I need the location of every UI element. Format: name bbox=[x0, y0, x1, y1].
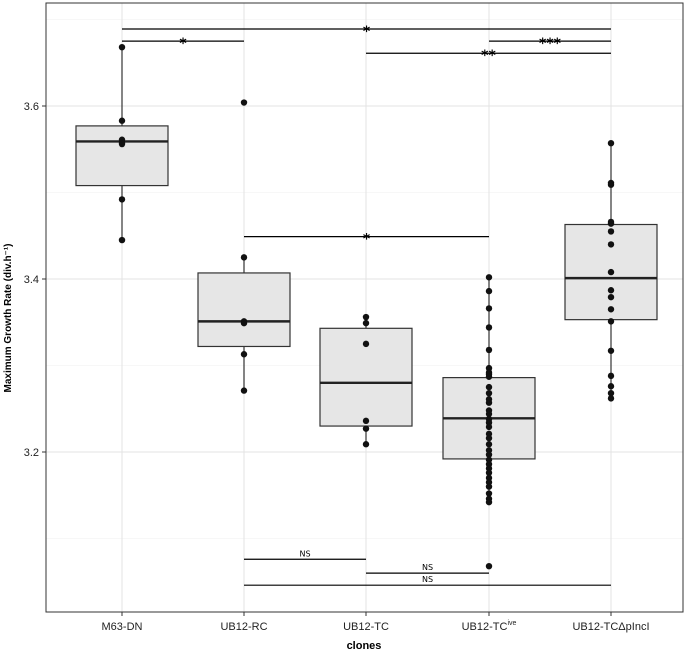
data-point bbox=[607, 372, 615, 380]
data-point bbox=[362, 425, 370, 432]
data-point bbox=[118, 196, 126, 203]
significance-bracket: * bbox=[122, 36, 244, 52]
y-tick-label: 3.6 bbox=[24, 101, 39, 113]
x-tick-label: UB12-TCive bbox=[462, 620, 517, 633]
data-point bbox=[118, 140, 126, 148]
data-point bbox=[485, 383, 493, 391]
data-point bbox=[362, 340, 370, 348]
data-point bbox=[607, 293, 615, 301]
data-point bbox=[118, 236, 126, 244]
data-point bbox=[485, 287, 493, 295]
data-point bbox=[118, 117, 126, 124]
data-point bbox=[485, 469, 493, 476]
data-point bbox=[607, 241, 615, 248]
x-tick-label: UB12-RC bbox=[220, 621, 267, 633]
data-point bbox=[485, 490, 493, 497]
data-point bbox=[362, 441, 370, 448]
significance-label: * bbox=[363, 24, 371, 40]
significance-bracket: NS bbox=[244, 575, 611, 586]
data-point bbox=[362, 313, 370, 321]
data-point bbox=[607, 395, 615, 402]
data-point bbox=[485, 346, 493, 354]
data-points bbox=[118, 43, 615, 570]
x-axis-title: clones bbox=[347, 640, 382, 650]
significance-label: NS bbox=[422, 575, 433, 584]
data-point bbox=[485, 399, 493, 406]
data-point bbox=[240, 254, 248, 261]
data-point bbox=[485, 434, 493, 442]
interquartile-box bbox=[197, 272, 291, 348]
data-point bbox=[485, 562, 493, 570]
x-tick-label: UB12-TCΔpIncI bbox=[572, 621, 649, 633]
data-point bbox=[607, 287, 615, 294]
x-tick-label: M63-DN bbox=[102, 621, 143, 633]
x-tick-label: UB12-TC bbox=[343, 621, 389, 633]
data-point bbox=[485, 410, 493, 418]
interquartile-box bbox=[75, 125, 169, 187]
axes: 3.2 3.4 3.6 M63-DN UB12-RC UB12-TC UB12-TCive U… bbox=[24, 101, 650, 633]
significance-bracket: NS bbox=[244, 549, 366, 560]
data-point bbox=[607, 268, 615, 276]
data-point bbox=[362, 417, 370, 425]
data-point bbox=[607, 306, 615, 313]
data-point bbox=[485, 389, 493, 397]
data-point bbox=[485, 451, 493, 458]
data-point bbox=[607, 220, 615, 227]
data-point bbox=[485, 483, 493, 490]
data-point bbox=[607, 389, 615, 397]
data-point bbox=[485, 441, 493, 448]
boxes bbox=[75, 47, 658, 503]
data-point bbox=[240, 319, 248, 327]
significance-label: *** bbox=[539, 36, 562, 52]
box-3 bbox=[319, 317, 413, 445]
data-point bbox=[607, 347, 615, 354]
significance-bracket: ** bbox=[366, 48, 611, 64]
plot-panel-border bbox=[45, 2, 684, 613]
data-point bbox=[485, 274, 493, 281]
box-2 bbox=[197, 257, 291, 391]
significance-bracket: *** bbox=[489, 36, 611, 52]
data-point bbox=[240, 387, 248, 394]
data-point bbox=[607, 318, 615, 325]
data-point bbox=[240, 99, 248, 106]
data-point bbox=[607, 139, 615, 147]
significance-bracket: NS bbox=[366, 563, 489, 574]
data-point bbox=[607, 383, 615, 390]
data-point bbox=[485, 373, 493, 380]
y-tick-label: 3.2 bbox=[24, 447, 39, 459]
y-tick-label: 3.4 bbox=[24, 274, 39, 286]
data-point bbox=[485, 305, 493, 312]
data-point bbox=[118, 43, 126, 51]
y-axis-title: Maximum Growth Rate (div.h⁻¹) bbox=[3, 244, 14, 393]
significance-label: * bbox=[363, 232, 371, 248]
significance-label: NS bbox=[299, 549, 310, 558]
data-point bbox=[485, 324, 493, 331]
significance-label: ** bbox=[481, 48, 496, 64]
significance-label: NS bbox=[422, 563, 433, 572]
data-point bbox=[485, 423, 493, 431]
significance-label: * bbox=[179, 36, 187, 52]
data-point bbox=[362, 319, 370, 327]
significance-bracket: * bbox=[244, 232, 489, 248]
data-point bbox=[485, 498, 493, 506]
data-point bbox=[607, 181, 615, 188]
data-point bbox=[240, 351, 248, 358]
significance-bracket: * bbox=[122, 24, 611, 40]
data-point bbox=[607, 228, 615, 235]
